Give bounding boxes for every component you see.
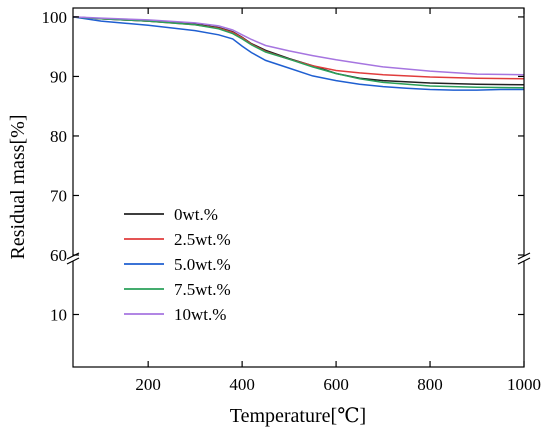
series-line-4 xyxy=(72,16,525,76)
axis-break-slash-upper-1 xyxy=(517,252,531,260)
axis-break-slash-lower-0 xyxy=(66,257,80,265)
x-tick-label-1: 400 xyxy=(229,375,255,394)
y-tick-label-u100: 100 xyxy=(42,8,68,27)
axis-break-gap-1 xyxy=(520,256,528,261)
y-tick-label-u60: 60 xyxy=(50,246,67,265)
x-tick-label-3: 800 xyxy=(417,375,443,394)
y-tick-label-u90: 90 xyxy=(50,67,67,86)
axis-break-slash-lower-1 xyxy=(517,257,531,265)
series-line-2 xyxy=(72,16,524,91)
series-line-0 xyxy=(72,16,525,86)
plot-frame xyxy=(72,7,525,368)
legend-label-1: 2.5wt.% xyxy=(174,230,231,249)
legend-label-3: 7.5wt.% xyxy=(174,280,231,299)
x-tick-label-2: 600 xyxy=(323,375,349,394)
legend: 0wt.% 2.5wt.% 5.0wt.% 7.5wt.% 10wt.% xyxy=(124,205,231,324)
x-axis-label: Temperature[℃] xyxy=(230,405,366,427)
axis-break-marks xyxy=(66,252,531,265)
axis-break-gap-0 xyxy=(69,256,77,261)
x-axis-ticks: 200 400 600 800 1000 xyxy=(135,8,541,394)
legend-label-0: 0wt.% xyxy=(174,205,218,224)
y-tick-label-u80: 80 xyxy=(50,127,67,146)
y-axis-ticks: 60 70 80 90 100 10 xyxy=(42,8,524,325)
series-line-1 xyxy=(72,16,525,80)
y-tick-label-u70: 70 xyxy=(50,186,67,205)
x-tick-label-4: 1000 xyxy=(507,375,541,394)
legend-label-2: 5.0wt.% xyxy=(174,255,231,274)
plot-lines xyxy=(72,16,525,91)
legend-label-4: 10wt.% xyxy=(174,305,226,324)
y-tick-label-l10: 10 xyxy=(50,306,67,325)
y-axis-label: Residual mass[%] xyxy=(7,115,29,260)
axis-break-slash-upper-0 xyxy=(66,252,80,260)
series-line-3 xyxy=(72,16,525,89)
x-tick-label-0: 200 xyxy=(135,375,161,394)
